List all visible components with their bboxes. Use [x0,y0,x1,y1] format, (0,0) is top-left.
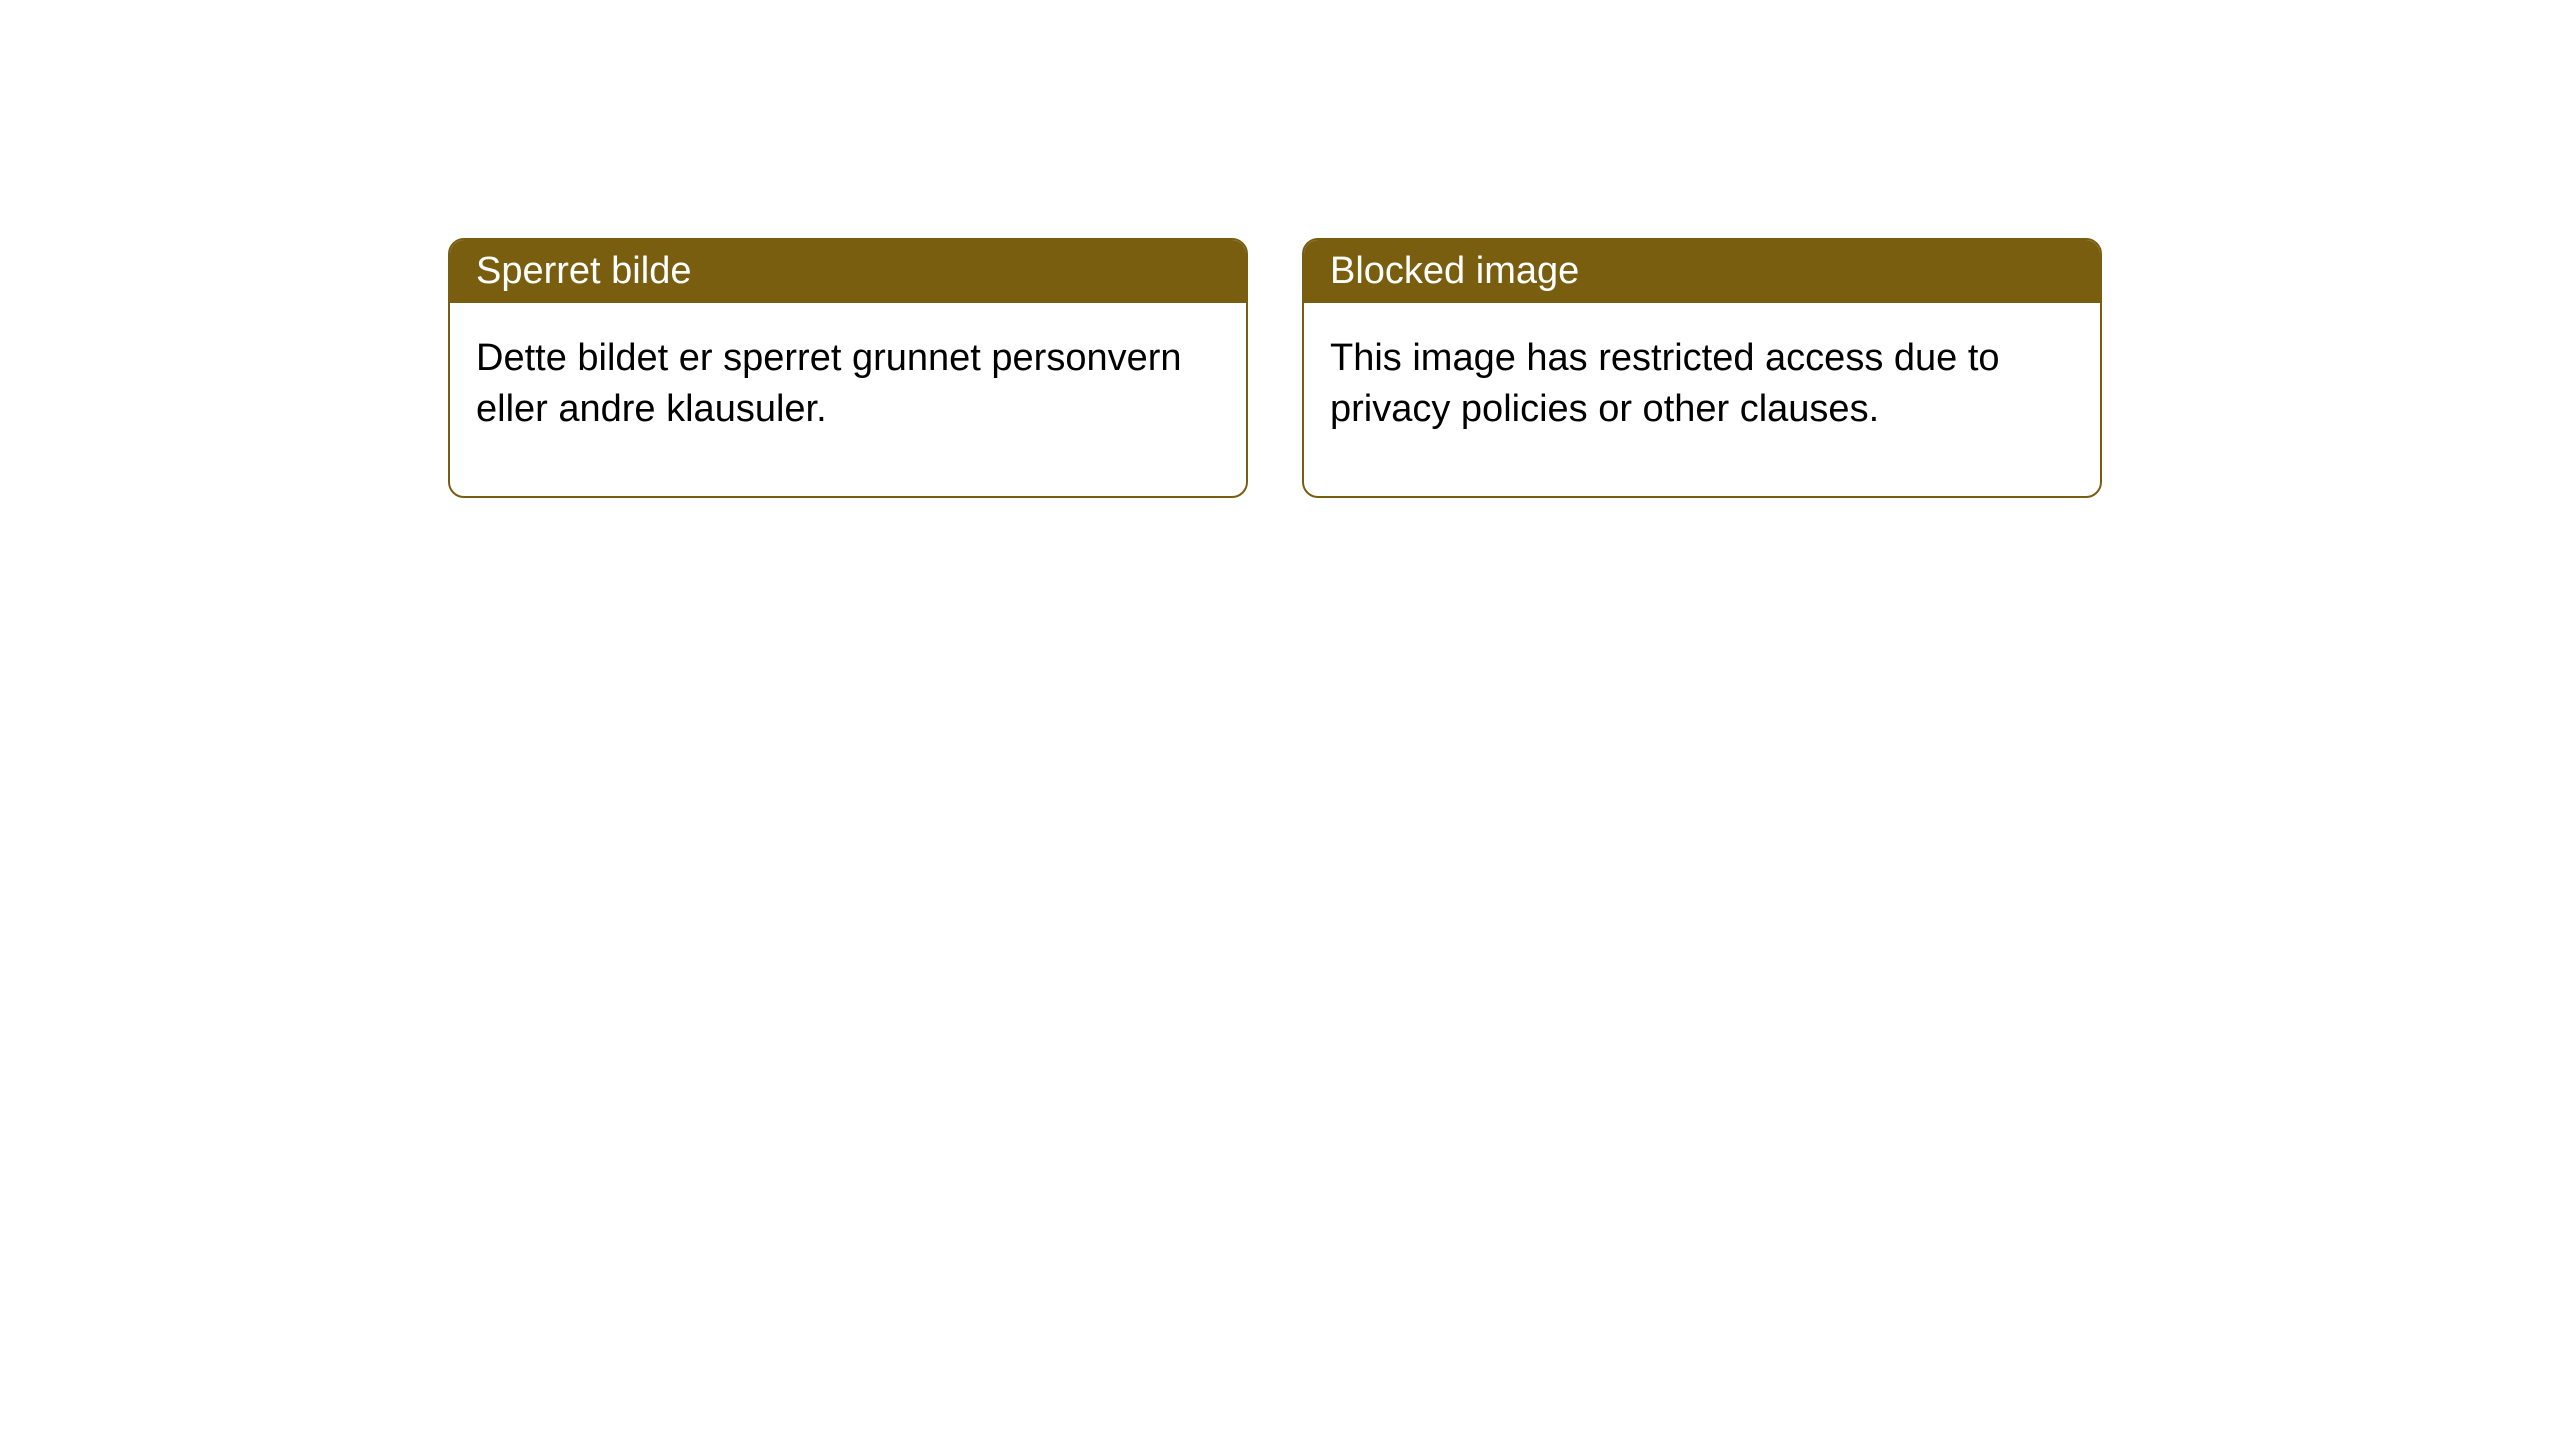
notice-card-title: Sperret bilde [476,250,691,292]
notice-card-text: Dette bildet er sperret grunnet personve… [476,337,1182,430]
notice-card-header: Blocked image [1304,240,2100,303]
notice-card-text: This image has restricted access due to … [1330,337,2000,430]
notice-card-title: Blocked image [1330,250,1579,292]
notice-card-english: Blocked image This image has restricted … [1302,238,2102,498]
notice-cards-container: Sperret bilde Dette bildet er sperret gr… [0,0,2560,498]
notice-card-body: This image has restricted access due to … [1304,303,2100,496]
notice-card-body: Dette bildet er sperret grunnet personve… [450,303,1246,496]
notice-card-header: Sperret bilde [450,240,1246,303]
notice-card-norwegian: Sperret bilde Dette bildet er sperret gr… [448,238,1248,498]
